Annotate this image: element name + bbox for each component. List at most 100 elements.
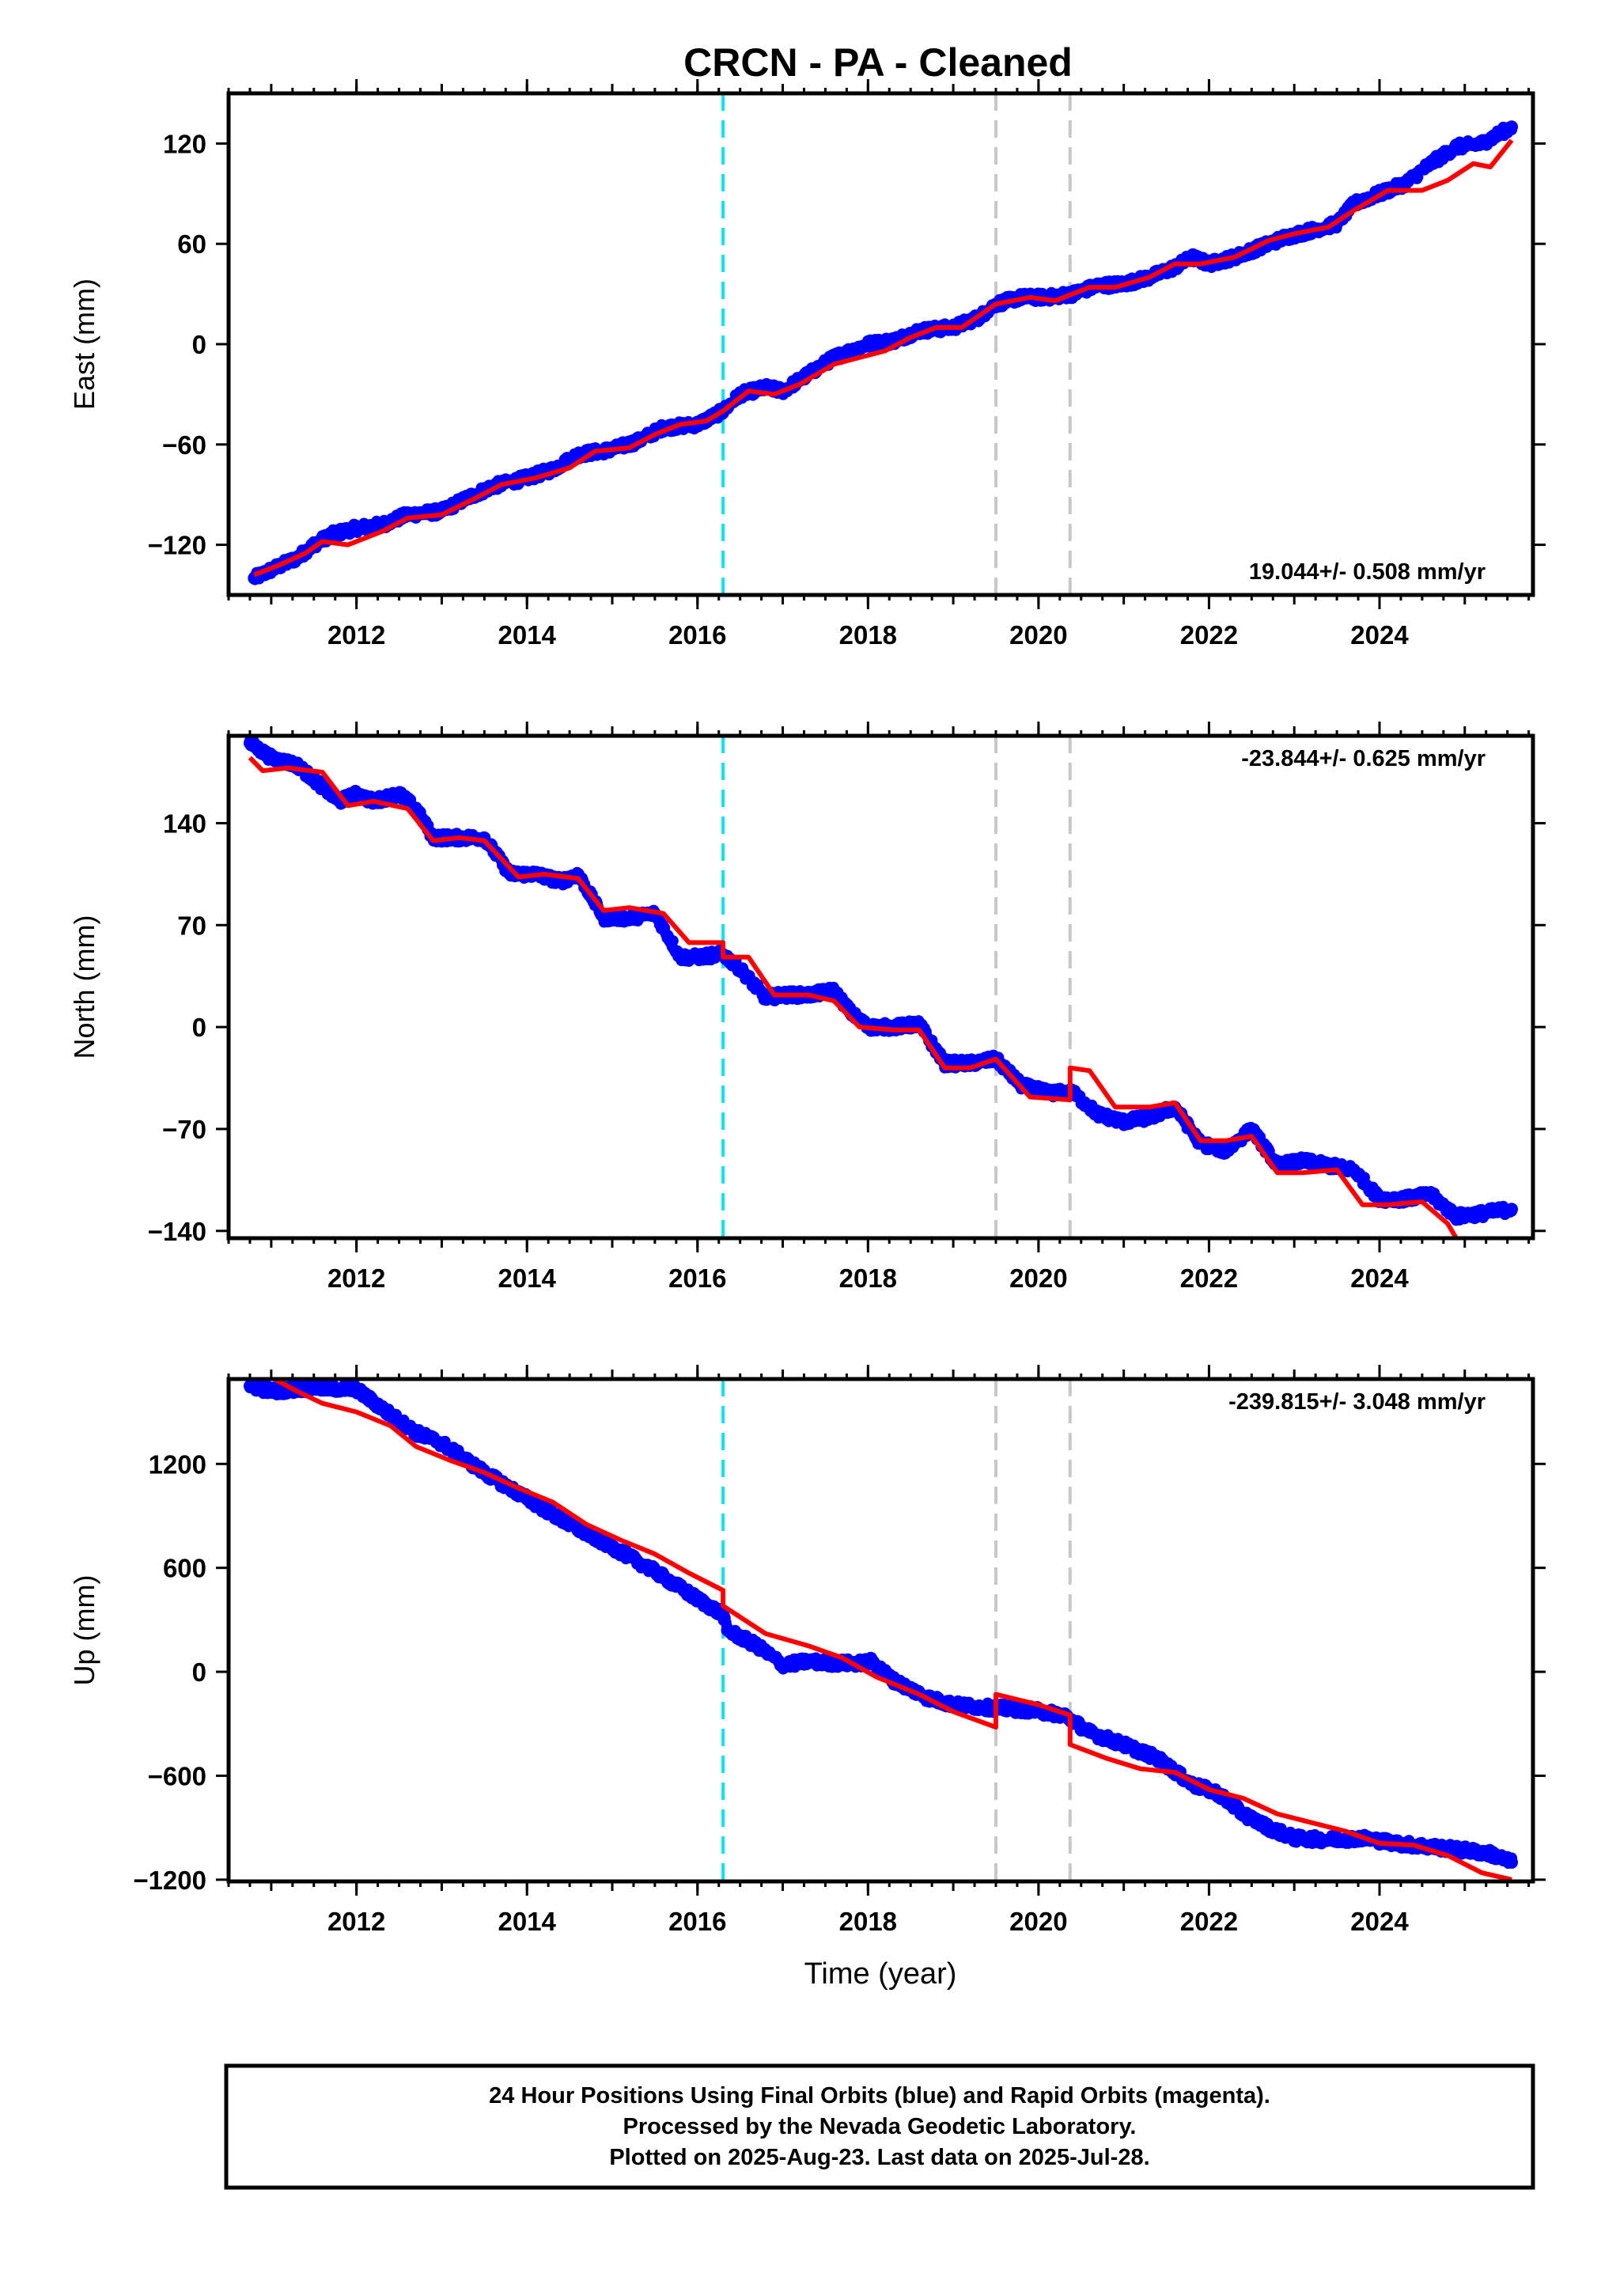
- observed-point: [1450, 1210, 1463, 1223]
- observed-point: [243, 737, 256, 750]
- x-axis-label: Time (year): [804, 1957, 957, 1991]
- observed-point: [721, 1623, 734, 1637]
- observed-point: [1296, 1154, 1309, 1168]
- observed-point: [691, 1593, 704, 1606]
- footer-line-3: Plotted on 2025-Aug-23. Last data on 202…: [609, 2145, 1149, 2170]
- x-tick-label: 2014: [498, 620, 557, 650]
- y-tick-label: −1200: [133, 1866, 206, 1895]
- observed-point: [1458, 1843, 1471, 1857]
- x-tick-label: 2024: [1350, 620, 1409, 650]
- y-axis-label: Up (mm): [68, 1575, 100, 1686]
- observed-point: [376, 1402, 388, 1415]
- observed-point: [1092, 1108, 1105, 1121]
- observed-point: [1505, 120, 1519, 134]
- x-tick-label: 2018: [839, 620, 897, 650]
- rate-label: 19.044+/- 0.508 mm/yr: [1249, 559, 1486, 585]
- observed-point: [1288, 1832, 1301, 1845]
- observed-point: [350, 521, 363, 535]
- y-tick-label: −70: [162, 1115, 206, 1144]
- observed-point: [827, 1657, 841, 1670]
- x-tick-label: 2016: [668, 1264, 726, 1293]
- panel-1: −140 −70 0 70 140 2012 2014 2016 2018 2020 2022 202…: [68, 722, 1546, 1293]
- observed-point: [801, 1654, 815, 1668]
- x-tick-label: 2018: [839, 1907, 897, 1936]
- x-tick-label: 2020: [1009, 1907, 1067, 1936]
- observed-point: [264, 751, 278, 764]
- y-tick-label: −140: [148, 1217, 206, 1246]
- y-tick-label: 70: [177, 911, 206, 940]
- panel-0: −120 −60 0 60 120 2012 2014 2016 2018 2020 2022 202…: [68, 79, 1546, 650]
- observed-point: [1245, 1122, 1258, 1135]
- y-tick-label: 600: [163, 1554, 206, 1583]
- x-tick-label: 2012: [327, 620, 385, 650]
- observed-point: [1424, 1188, 1437, 1201]
- observed-point: [1185, 251, 1198, 264]
- observed-point: [1484, 1847, 1497, 1860]
- observed-point: [913, 1017, 925, 1031]
- y-axis-label: East (mm): [68, 278, 100, 410]
- observed-point: [1024, 1703, 1037, 1717]
- observed-point: [1117, 1738, 1130, 1752]
- observed-point: [435, 1437, 449, 1450]
- observed-point: [751, 1639, 764, 1653]
- observed-point: [623, 911, 636, 925]
- observed-point: [1373, 1192, 1386, 1206]
- plot-area: [243, 1379, 1519, 1881]
- x-tick-label: 2012: [327, 1264, 385, 1293]
- observed-point: [1505, 1855, 1519, 1869]
- observed-point: [324, 528, 338, 541]
- observed-series: [243, 736, 1519, 1226]
- observed-point: [1424, 157, 1437, 170]
- observed-point: [1262, 1821, 1275, 1835]
- observed-point: [759, 991, 772, 1005]
- observed-point: [1475, 137, 1489, 150]
- x-tick-label: 2022: [1180, 1264, 1238, 1293]
- observed-point: [1505, 1203, 1519, 1216]
- observed-point: [861, 338, 875, 350]
- observed-point: [350, 787, 363, 801]
- rate-label: -239.815+/- 3.048 mm/yr: [1228, 1389, 1486, 1415]
- observed-point: [827, 984, 841, 998]
- observed-point: [597, 911, 611, 925]
- chart-title: CRCN - PA - Cleaned: [683, 40, 1073, 85]
- x-tick-label: 2020: [1009, 620, 1067, 650]
- x-tick-label: 2022: [1180, 1907, 1238, 1936]
- x-tick-label: 2018: [839, 1264, 897, 1293]
- plot-area: [243, 736, 1519, 1238]
- observed-point: [1117, 1115, 1130, 1128]
- observed-point: [1347, 1163, 1361, 1176]
- x-tick-label: 2022: [1180, 620, 1238, 650]
- observed-point: [264, 1385, 278, 1398]
- y-tick-label: 0: [192, 1658, 206, 1687]
- y-tick-label: 1200: [149, 1449, 206, 1479]
- observed-point: [1322, 1833, 1335, 1847]
- x-tick-label: 2014: [498, 1264, 557, 1293]
- observed-point: [1450, 140, 1463, 153]
- panel-frame: [226, 733, 1535, 1241]
- observed-point: [691, 950, 704, 964]
- observed-point: [733, 962, 747, 976]
- footer-line-2: Processed by the Nevada Geodetic Laborat…: [623, 2114, 1137, 2139]
- x-tick-label: 2020: [1009, 1264, 1067, 1293]
- x-tick-label: 2024: [1350, 1264, 1409, 1293]
- x-tick-label: 2016: [668, 620, 726, 650]
- y-tick-label: 60: [177, 229, 206, 259]
- observed-series: [243, 1379, 1519, 1870]
- footer-box: 24 Hour Positions Using Final Orbits (bl…: [224, 2063, 1535, 2190]
- model-line: [253, 138, 1514, 578]
- observed-point: [1220, 1144, 1232, 1157]
- model-line: [248, 756, 1459, 1238]
- observed-point: [1143, 1111, 1156, 1124]
- y-tick-label: 140: [163, 809, 206, 838]
- observed-point: [350, 1383, 363, 1396]
- observed-point: [776, 1658, 789, 1672]
- x-tick-label: 2012: [327, 1907, 385, 1936]
- observed-point: [392, 787, 406, 801]
- rate-label: -23.844+/- 0.625 mm/yr: [1241, 746, 1486, 771]
- observed-point: [1236, 1807, 1250, 1821]
- observed-point: [1399, 177, 1412, 191]
- observed-point: [827, 350, 841, 364]
- observed-point: [307, 1381, 320, 1394]
